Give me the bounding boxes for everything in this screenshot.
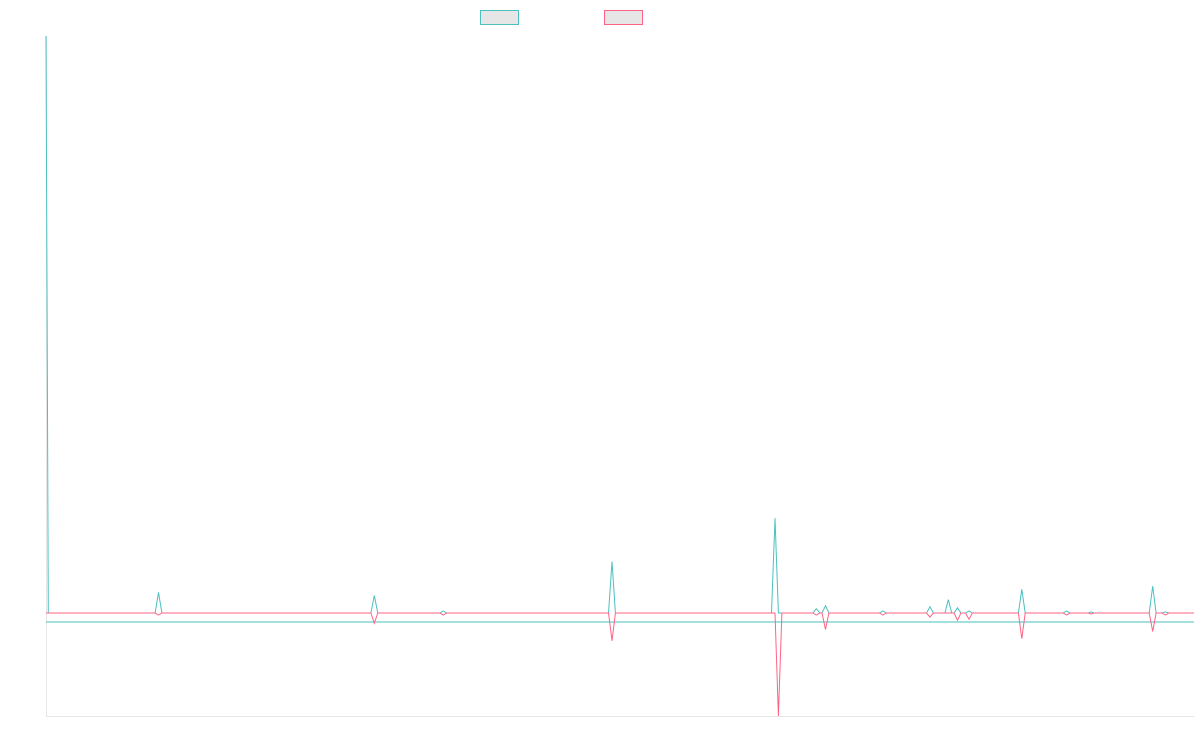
series-layer — [45, 35, 1194, 717]
legend-swatch-series-1[interactable] — [480, 10, 519, 25]
series-line-1 — [45, 35, 1194, 614]
series-line-2 — [46, 612, 1194, 717]
legend-swatch-series-2[interactable] — [604, 10, 643, 25]
